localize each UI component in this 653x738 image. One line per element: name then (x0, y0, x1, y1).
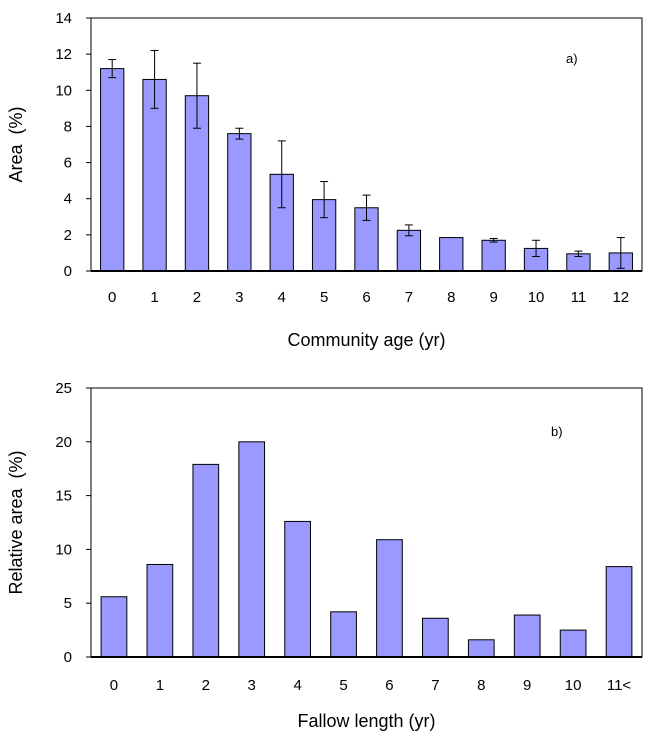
error-bar-1 (150, 50, 159, 109)
panel-label: a) (566, 51, 578, 66)
error-bar-5 (320, 181, 329, 219)
bar-6 (376, 539, 403, 658)
x-tick-label: 8 (477, 677, 485, 694)
x-tick-label: 9 (523, 677, 531, 694)
bar-3 (227, 133, 252, 272)
y-axis-label: Area (%) (6, 106, 26, 182)
y-tick-label: 4 (64, 191, 72, 208)
bar-5 (330, 611, 357, 658)
x-tick-label: 4 (278, 289, 286, 306)
error-bar-2 (192, 62, 201, 129)
chart-panel-b: 0 5 10 15 20 25 0 1 2 3 4 5 6 7 8 9 10 11< Fallow length (… (6, 380, 643, 731)
x-tick-label: 2 (193, 289, 201, 306)
error-bar-0 (108, 59, 117, 79)
x-tick-label: 6 (362, 289, 370, 306)
x-tick-label: 7 (431, 677, 439, 694)
x-tick-label: 12 (612, 289, 629, 306)
bar-9 (513, 614, 541, 658)
x-tick-label: 4 (293, 677, 301, 694)
bar-11< (605, 566, 633, 658)
bar-10 (559, 629, 587, 658)
bar-9 (481, 239, 506, 272)
x-tick-label: 7 (405, 289, 413, 306)
y-tick-label: 25 (55, 380, 72, 397)
y-tick-label: 2 (64, 227, 72, 244)
bar-7 (396, 229, 422, 272)
bar-1 (146, 563, 174, 658)
y-tick-label: 15 (55, 488, 72, 505)
error-bar-9 (489, 237, 498, 243)
x-axis-label: Fallow length (yr) (297, 711, 435, 731)
x-tick-label: 8 (447, 289, 455, 306)
error-bar-4 (277, 140, 286, 209)
x-tick-label: 3 (235, 289, 243, 306)
y-tick-label: 0 (64, 263, 72, 280)
error-bar-6 (362, 194, 371, 221)
y-tick-label: 6 (64, 155, 72, 172)
x-tick-label: 0 (110, 677, 118, 694)
x-tick-label: 10 (528, 289, 545, 306)
error-bar-11 (574, 250, 583, 258)
x-tick-label: 11 (571, 289, 587, 306)
x-tick-label: 6 (385, 677, 393, 694)
bar-4 (284, 520, 311, 658)
y-tick-label: 0 (64, 649, 72, 666)
bar-7 (422, 617, 449, 658)
bar-2 (192, 463, 220, 658)
x-axis-label: Community age (yr) (287, 330, 445, 350)
error-bar-12 (616, 237, 625, 269)
error-bar-10 (532, 239, 541, 258)
bar-3 (238, 441, 266, 658)
x-tick-label: 5 (339, 677, 347, 694)
bar-0 (100, 596, 128, 658)
x-tick-label: 2 (202, 677, 210, 694)
y-axis-label: Relative area (%) (6, 450, 26, 594)
y-tick-label: 14 (55, 10, 72, 27)
y-tick-label: 10 (55, 541, 72, 558)
panel-label: b) (551, 424, 563, 439)
x-tick-label: 1 (156, 677, 164, 694)
y-tick-label: 8 (64, 118, 72, 135)
y-tick-label: 10 (55, 82, 72, 99)
x-tick-label: 3 (248, 677, 256, 694)
x-tick-label: 5 (320, 289, 328, 306)
x-tick-label: 1 (150, 289, 158, 306)
y-tick-label: 12 (55, 46, 72, 63)
error-bar-3 (235, 127, 244, 140)
y-tick-label: 20 (55, 434, 72, 451)
bar-8 (467, 639, 495, 658)
bar-8 (439, 237, 464, 272)
x-tick-label: 0 (108, 289, 116, 306)
x-tick-label: 10 (565, 677, 582, 694)
x-tick-label: 11< (607, 677, 632, 694)
bar-0 (100, 68, 125, 272)
x-tick-label: 9 (489, 289, 497, 306)
error-bar-7 (404, 224, 413, 237)
y-tick-label: 5 (64, 595, 72, 612)
